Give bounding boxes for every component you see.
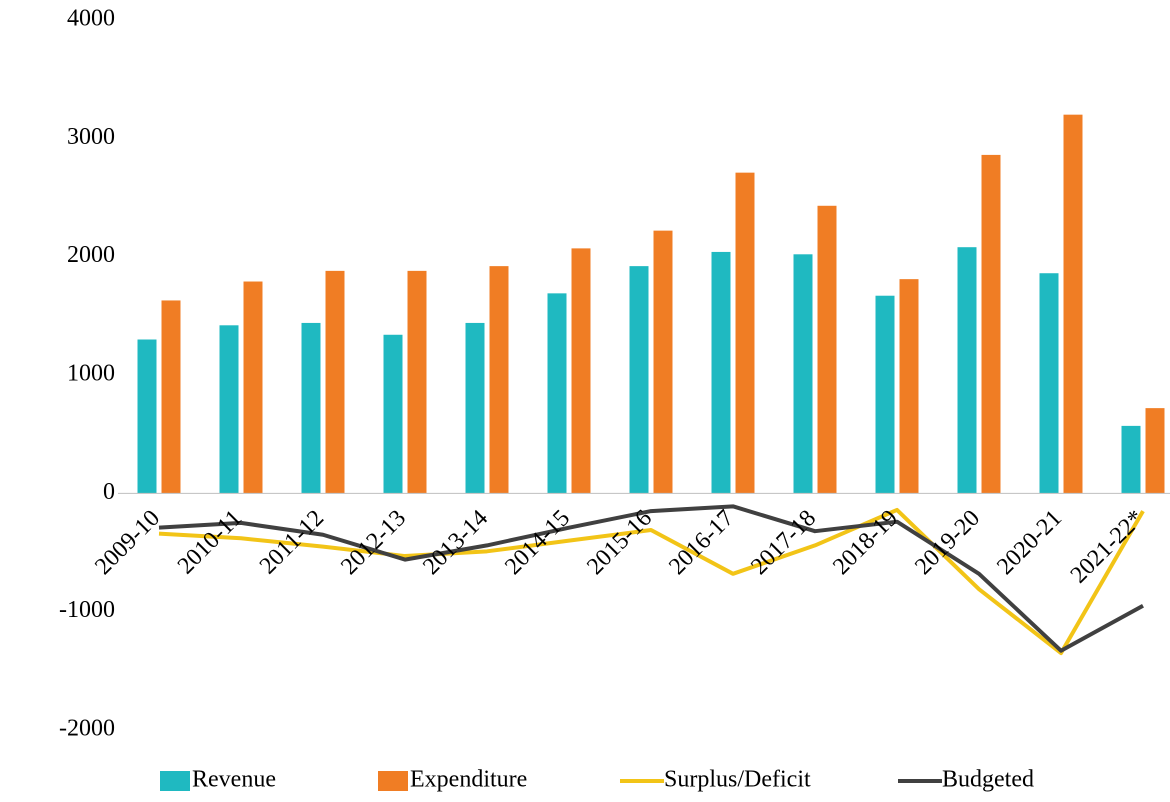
bar <box>301 322 321 494</box>
y-tick-label: -2000 <box>59 716 115 742</box>
y-tick-label: -1000 <box>59 597 115 623</box>
bar <box>325 270 345 494</box>
bar <box>407 270 427 494</box>
x-tick-label: 2010-11 <box>173 505 247 579</box>
line <box>158 507 1145 656</box>
bar <box>1121 425 1141 494</box>
bar <box>1145 408 1165 494</box>
legend-label: Revenue <box>192 767 276 793</box>
legend-label: Surplus/Deficit <box>664 767 811 793</box>
bar <box>571 248 591 494</box>
x-tick-label: 2013-14 <box>418 505 493 580</box>
line <box>158 504 1144 653</box>
y-tick-label: 0 <box>103 479 115 505</box>
bar <box>1039 273 1059 494</box>
bar <box>653 230 673 494</box>
bar <box>161 300 181 494</box>
bar <box>629 266 649 494</box>
legend-label: Budgeted <box>942 767 1034 793</box>
legend-swatch <box>378 771 408 791</box>
bar <box>137 339 157 494</box>
x-tick-label: 2018-19 <box>828 505 903 580</box>
bar <box>793 254 813 494</box>
x-tick-label: 2009-10 <box>90 505 165 580</box>
bar <box>489 266 509 494</box>
y-tick-label: 2000 <box>67 242 115 268</box>
bar <box>875 295 895 494</box>
bar <box>383 334 403 494</box>
x-tick-label: 2020-21 <box>992 505 1067 580</box>
x-tick-label: 2017-18 <box>746 505 821 580</box>
bar <box>547 293 567 494</box>
y-tick-label: 4000 <box>67 6 115 32</box>
bar <box>243 281 263 494</box>
bar <box>981 154 1001 494</box>
y-tick-label: 1000 <box>67 361 115 387</box>
legend-swatch <box>160 771 190 791</box>
y-tick-label: 3000 <box>67 124 115 150</box>
bar <box>465 322 485 494</box>
bar <box>219 325 239 494</box>
bar <box>1063 114 1083 494</box>
bar <box>957 247 977 494</box>
legend-label: Expenditure <box>410 767 527 793</box>
bar <box>735 172 755 494</box>
bar <box>817 205 837 494</box>
bar <box>899 279 919 494</box>
bar <box>711 251 731 494</box>
